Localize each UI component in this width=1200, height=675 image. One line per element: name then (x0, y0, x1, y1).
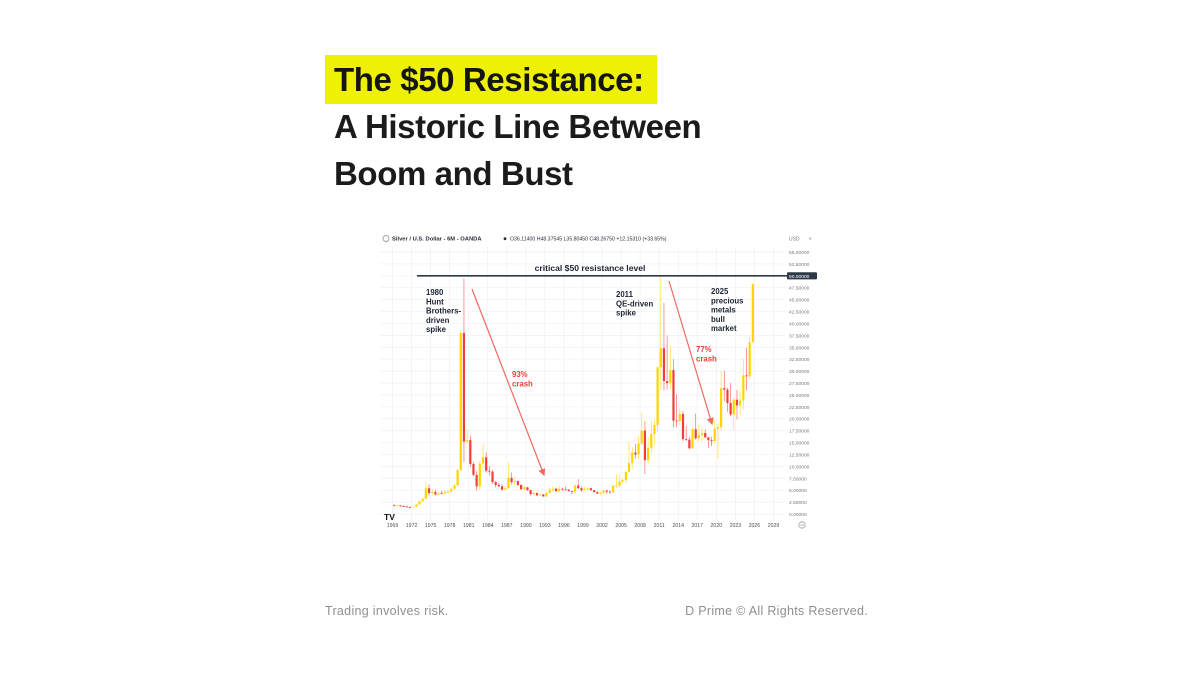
price-axis-label: 10.00000 (789, 464, 810, 470)
price-axis-label: 5.00000 (789, 488, 807, 494)
annotation-2025-bull: 2025 (711, 287, 729, 296)
time-axis-label: 2014 (672, 523, 684, 529)
price-axis-label: 15.00000 (789, 441, 810, 447)
annotation-1980-spike: 1980 (426, 288, 444, 297)
title-line-3: Boom and Bust (334, 154, 573, 192)
time-axis-label: 1978 (444, 523, 456, 529)
time-axis-label: 1969 (387, 523, 399, 529)
crash-arrow-2 (668, 280, 714, 426)
time-axis-label: 1996 (558, 523, 570, 529)
price-axis-label: 42.50000 (789, 310, 810, 316)
price-axis-label: 32.50000 (789, 357, 810, 363)
copyright-notice: D Prime © All Rights Reserved. (685, 604, 868, 618)
time-axis-label: 2011 (654, 523, 665, 529)
price-axis-label: 0.00000 (789, 512, 807, 518)
time-axis-label: 1987 (501, 523, 513, 529)
market-status-dot-icon (503, 237, 507, 241)
price-axis-label: 37.50000 (789, 333, 810, 339)
annotation-1980-spike: driven (426, 316, 450, 325)
symbol-logo-icon (382, 235, 390, 242)
title-highlight-box: The $50 Resistance: (325, 55, 657, 104)
annotation-2011-spike: QE-driven (616, 299, 653, 308)
price-axis-resistance-tag (787, 272, 817, 280)
crash-77-label: 77% (696, 345, 712, 354)
time-axis-label: 2023 (730, 523, 742, 529)
price-axis-label: 45.00000 (789, 298, 810, 304)
footer: Trading involves risk. D Prime © All Rig… (325, 604, 868, 618)
chart-header-symbol: Silver / U.S. Dollar - 6M - OANDA (392, 237, 482, 243)
price-axis-label-50: 50.00000 (789, 274, 810, 280)
time-axis-label: 2026 (749, 523, 761, 529)
annotation-2025-bull: bull (711, 315, 725, 324)
price-axis-label: 35.00000 (789, 345, 810, 351)
annotation-1980-spike: Brothers- (426, 307, 461, 316)
price-axis-label: 17.50000 (789, 429, 810, 435)
crash-93-label: 93% (512, 370, 528, 379)
time-axis-label: 1981 (463, 523, 475, 529)
annotation-2011-spike: spike (616, 309, 637, 318)
price-axis-label: 30.00000 (789, 369, 810, 375)
tradingview-logo: TV (384, 512, 395, 522)
price-axis-label: 2.50000 (789, 500, 807, 506)
annotation-1980-spike: spike (426, 325, 447, 334)
annotation-2011-spike: 2011 (616, 290, 634, 299)
time-axis-label: 2017 (692, 523, 704, 529)
currency-label: USD (789, 237, 800, 243)
time-axis-label: 2020 (711, 523, 723, 529)
price-axis-label: 40.00000 (789, 321, 810, 327)
crash-93-label: crash (512, 379, 533, 388)
title-highlight: The $50 Resistance: (334, 61, 644, 98)
time-axis-label: 1972 (406, 523, 418, 529)
annotation-2025-bull: metals (711, 306, 736, 315)
title-line-2: A Historic Line Between (334, 108, 702, 145)
price-axis-label: 52.50000 (789, 262, 810, 268)
price-axis-label: 27.50000 (789, 381, 810, 387)
silver-chart-panel: critical $50 resistance level 1980 Hunt Bro… (378, 230, 818, 537)
time-axis-label: 2029 (768, 523, 780, 529)
annotation-1980-spike: Hunt (426, 297, 444, 306)
annotation-2025-bull: precious (711, 296, 744, 305)
resistance-label: critical $50 resistance level (535, 263, 646, 273)
price-axis-label: 47.50000 (789, 286, 810, 292)
price-axis-label: 7.50000 (789, 476, 807, 482)
time-axis-label: 2008 (634, 523, 646, 529)
time-axis-label: 1984 (482, 523, 494, 529)
time-axis-label: 1975 (425, 523, 437, 529)
risk-disclaimer: Trading involves risk. (325, 604, 449, 618)
time-axis-label: 1999 (577, 523, 589, 529)
crash-arrow-1 (471, 288, 546, 477)
chevron-down-icon: ▾ (809, 236, 812, 241)
time-axis-label: 2005 (615, 523, 627, 529)
time-axis-label: 1993 (539, 523, 551, 529)
time-axis-label: 2002 (596, 523, 608, 529)
price-axis-label: 25.00000 (789, 393, 810, 399)
chart-header-ohlc: O36.11400 H48.37545 L35.80450 C48.26750 … (510, 237, 667, 243)
crash-77-label: crash (696, 354, 717, 363)
price-axis-label: 22.50000 (789, 405, 810, 411)
time-axis-label: 1990 (520, 523, 532, 529)
price-axis-label: 12.50000 (789, 452, 810, 458)
price-axis-label: 55.00000 (789, 250, 810, 256)
axis-settings-icon (798, 521, 806, 529)
silver-candlestick-chart: critical $50 resistance level 1980HuntBro… (380, 235, 817, 529)
price-axis-label: 20.00000 (789, 417, 810, 423)
title-block: The $50 Resistance: A Historic Line Betw… (325, 55, 702, 197)
annotation-2025-bull: market (711, 324, 737, 333)
